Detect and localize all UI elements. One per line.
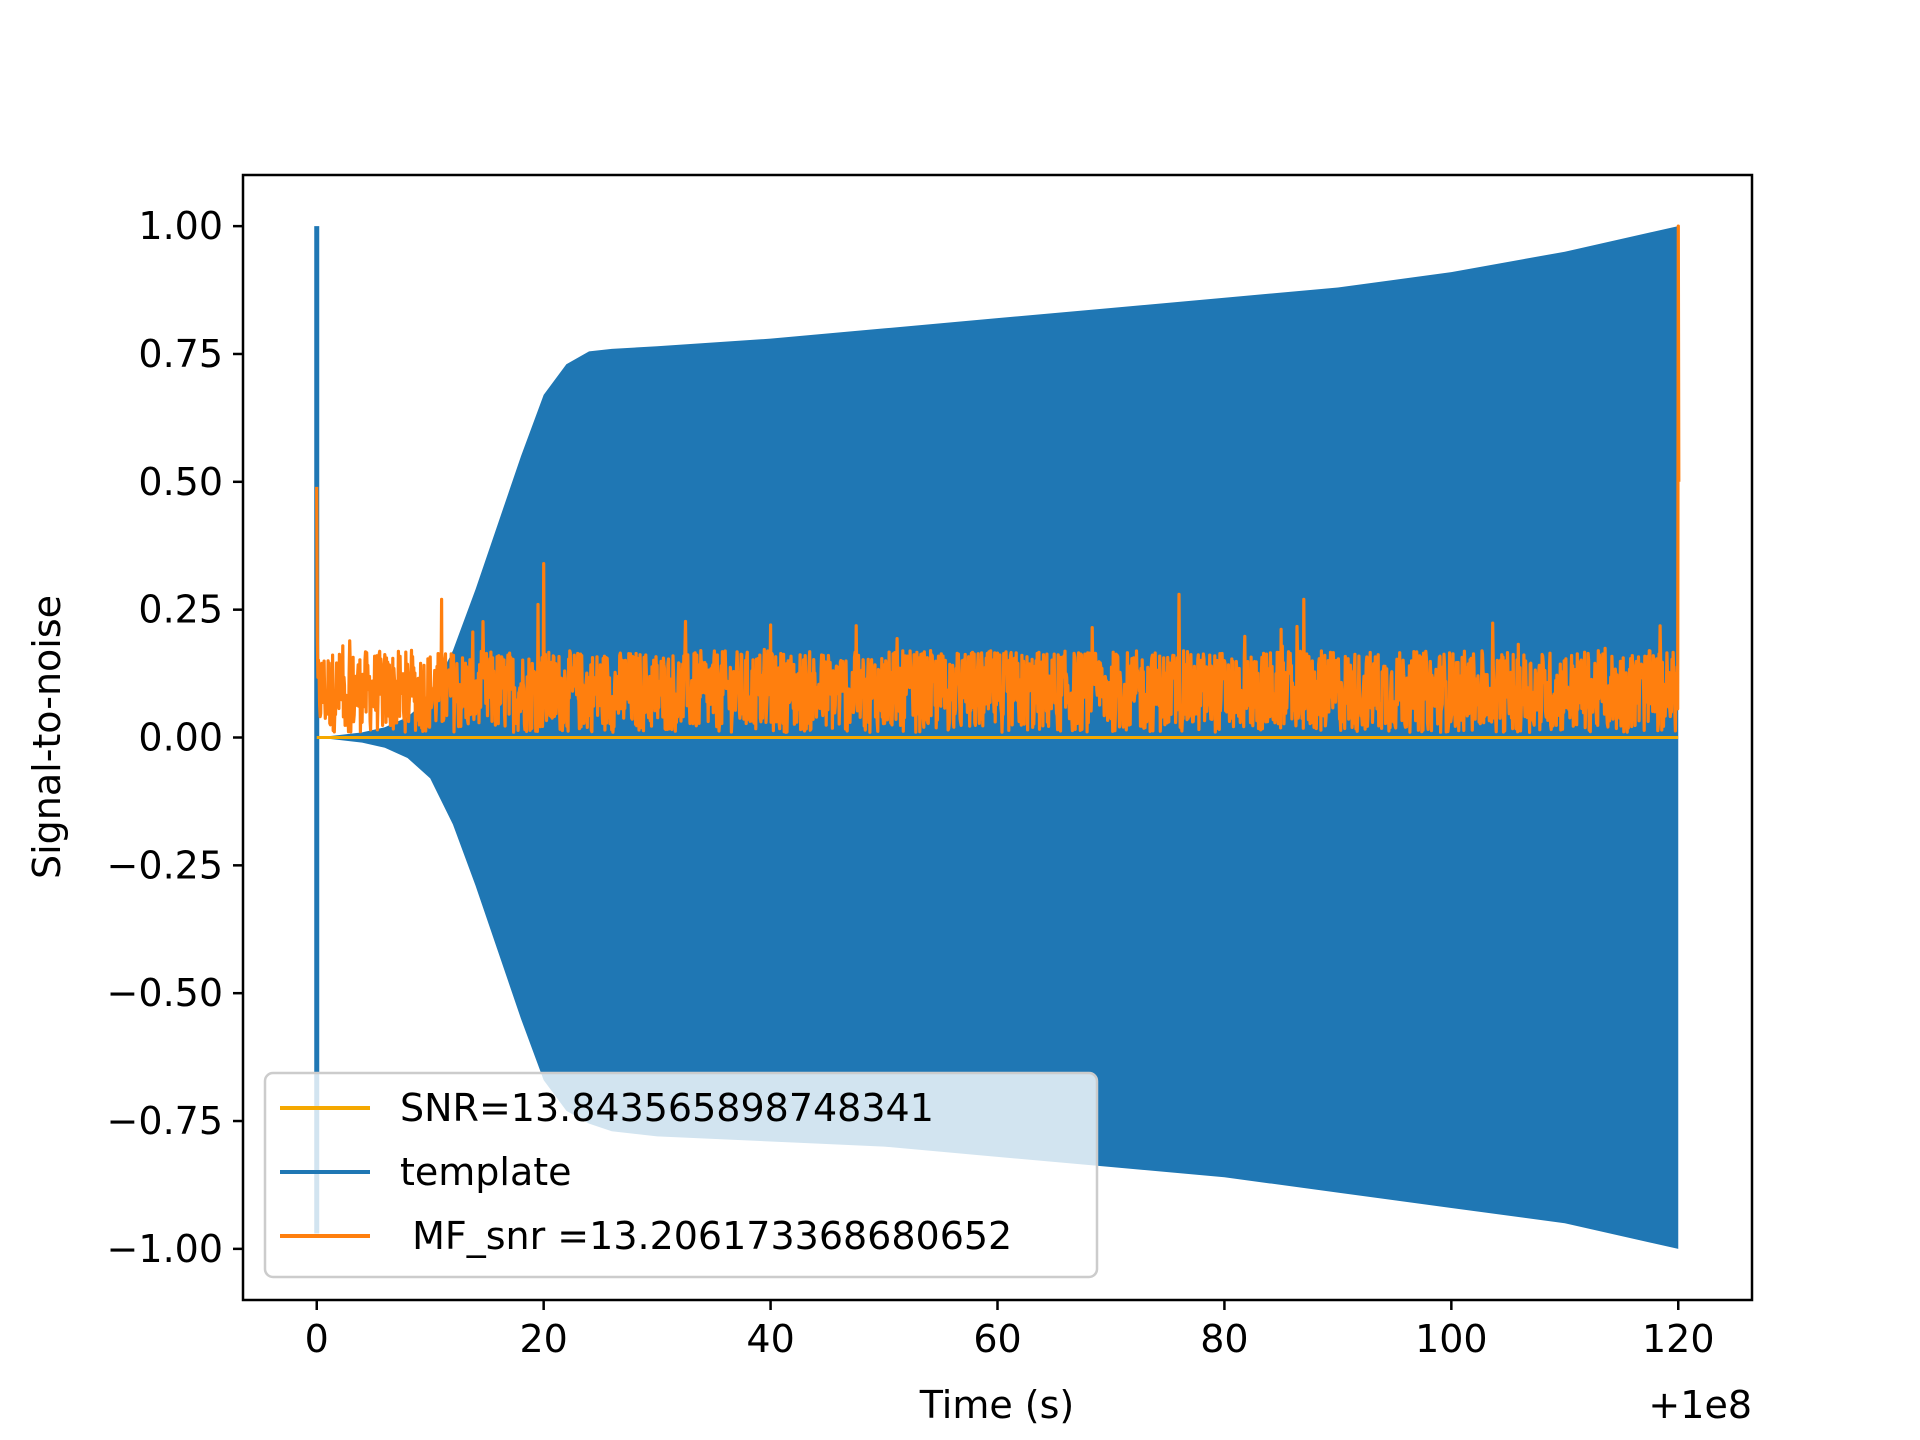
y-tick-label: 0.00 — [138, 716, 223, 760]
y-tick-label: −1.00 — [107, 1227, 223, 1271]
x-tick-label: 20 — [519, 1317, 567, 1361]
y-axis-label: Signal-to-noise — [25, 595, 69, 879]
y-axis-ticks: 1.00 0.75 0.50 0.25 0.00 −0.25 −0.50 −0.75 −1.00 — [107, 204, 243, 1271]
x-tick-label: 80 — [1200, 1317, 1248, 1361]
y-tick-label: −0.25 — [107, 843, 223, 887]
x-tick-label: 120 — [1642, 1317, 1715, 1361]
y-tick-label: −0.75 — [107, 1099, 223, 1143]
x-axis-ticks: 0 20 40 60 80 100 120 — [305, 1300, 1715, 1361]
mf-snr-series-line — [315, 224, 1681, 734]
x-axis-label: Time (s) — [919, 1383, 1075, 1427]
x-tick-label: 100 — [1415, 1317, 1488, 1361]
x-tick-label: 0 — [305, 1317, 329, 1361]
y-tick-label: 0.75 — [138, 332, 223, 376]
legend-label-snr: SNR=13.843565898748341 — [400, 1086, 934, 1130]
y-tick-label: 1.00 — [138, 204, 223, 248]
legend-label-template: template — [400, 1150, 572, 1194]
plot-area — [314, 224, 1681, 1249]
legend: SNR=13.843565898748341 template MF_snr =… — [263, 1071, 1099, 1279]
y-tick-label: 0.50 — [138, 460, 223, 504]
legend-box — [263, 1071, 1099, 1279]
y-tick-label: 0.25 — [138, 588, 223, 632]
x-tick-label: 40 — [746, 1317, 794, 1361]
x-tick-label: 60 — [973, 1317, 1021, 1361]
legend-label-mf-snr: MF_snr =13.206173368680652 — [400, 1214, 1012, 1258]
y-tick-label: −0.50 — [107, 971, 223, 1015]
x-axis-offset-label: +1e8 — [1648, 1383, 1752, 1427]
